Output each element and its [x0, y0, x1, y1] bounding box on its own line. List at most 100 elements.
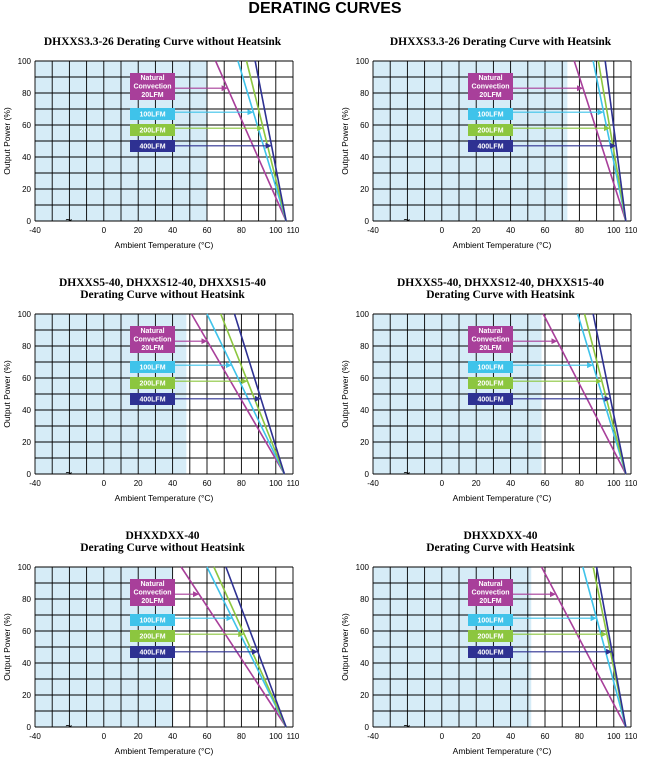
axis-break-mark: ~	[65, 719, 72, 733]
axis-break-mark: ~	[403, 466, 410, 480]
x-tick-label: 80	[237, 479, 246, 488]
chart-title: DHXXS5-40, DHXXS12-40, DHXXS15-40 Derati…	[338, 277, 650, 301]
x-tick-label: 0	[440, 226, 445, 235]
x-tick-label: 60	[541, 226, 550, 235]
axis-break-mark: ~	[403, 719, 410, 733]
legend-label: Natural	[140, 328, 164, 335]
legend-box	[468, 140, 513, 152]
series-line	[220, 313, 286, 475]
legend-label: 100LFM	[139, 618, 165, 625]
series-line	[237, 60, 287, 222]
y-tick-label: 0	[365, 217, 370, 226]
x-tick-label: 80	[575, 732, 584, 741]
y-tick-label: 20	[360, 691, 369, 700]
chart-dhxxs5-40-with-heatsink: DHXXS5-40, DHXXS12-40, DHXXS15-40 Derati…	[338, 272, 650, 522]
legend-box	[130, 326, 175, 353]
axis-break-mark: ~	[65, 213, 72, 227]
legend-label: 200LFM	[139, 634, 165, 641]
legend-label: Natural	[140, 75, 164, 82]
axis-break-mark: ~	[65, 466, 72, 480]
y-tick-label: 40	[360, 406, 369, 415]
x-tick-label: 20	[134, 226, 143, 235]
x-tick-label: 110	[287, 479, 300, 488]
x-tick-label: -40	[29, 479, 41, 488]
axis-break-mark: ~	[403, 213, 410, 227]
y-tick-label: 20	[360, 438, 369, 447]
legend-box	[468, 579, 513, 606]
chart-title-line: DHXXS3.3-26 Derating Curve with Heatsink	[389, 36, 612, 48]
x-tick-label: 110	[287, 732, 300, 741]
legend-label: 400LFM	[477, 650, 503, 657]
x-axis-label: Ambient Temperature (°C)	[453, 746, 552, 756]
series-line	[604, 60, 627, 222]
x-tick-label: -40	[367, 732, 379, 741]
legend-box	[468, 326, 513, 353]
series-line	[592, 313, 627, 475]
x-tick-label: 100	[269, 226, 283, 235]
legend-box	[130, 73, 175, 100]
x-tick-label: 0	[102, 226, 107, 235]
x-tick-label: 60	[203, 732, 212, 741]
y-tick-label: 40	[22, 659, 31, 668]
legend-label: 200LFM	[477, 128, 503, 135]
x-tick-label: 40	[168, 732, 177, 741]
y-tick-label: 80	[360, 342, 369, 351]
legend-label: 100LFM	[477, 618, 503, 625]
y-tick-label: 80	[22, 342, 31, 351]
x-tick-label: 0	[102, 732, 107, 741]
series-line	[206, 566, 287, 728]
x-tick-label: 100	[607, 226, 621, 235]
x-tick-label: 20	[472, 479, 481, 488]
x-tick-label: 80	[575, 226, 584, 235]
legend-box	[468, 108, 513, 120]
legend-label: Convection	[133, 337, 171, 344]
x-tick-label: -40	[29, 226, 41, 235]
chart-dhxxdxx-40-without-heatsink: DHXXDXX-40 Derating Curve without Heatsi…	[0, 527, 325, 777]
legend-box	[468, 377, 513, 389]
y-tick-label: 20	[22, 185, 31, 194]
legend-label: 20LFM	[141, 345, 163, 352]
legend-box	[468, 646, 513, 658]
x-tick-label: 80	[237, 226, 246, 235]
legend-box	[130, 630, 175, 642]
series-line	[254, 60, 287, 222]
legend-box	[468, 73, 513, 100]
x-tick-label: 80	[237, 732, 246, 741]
chart-title: DHXXDXX-40 Derating Curve without Heatsi…	[0, 530, 325, 554]
legend-label: Natural	[478, 581, 502, 588]
x-tick-label: 110	[625, 226, 638, 235]
chart-title-line: Derating Curve without Heatsink	[80, 542, 245, 554]
legend-box	[468, 393, 513, 405]
series-line	[597, 60, 627, 222]
x-tick-label: 40	[506, 732, 515, 741]
y-tick-label: 80	[360, 595, 369, 604]
x-tick-label: -40	[367, 226, 379, 235]
legend-label: 400LFM	[139, 650, 165, 657]
y-tick-label: 40	[360, 659, 369, 668]
x-tick-label: 20	[134, 732, 143, 741]
y-axis-label: Output Power (%)	[2, 360, 12, 428]
legend-label: 400LFM	[477, 144, 503, 151]
legend-label: Natural	[478, 328, 502, 335]
legend-label: Natural	[140, 581, 164, 588]
legend-label: 200LFM	[139, 381, 165, 388]
x-axis-label: Ambient Temperature (°C)	[115, 746, 214, 756]
x-tick-label: 60	[541, 479, 550, 488]
chart-title-line: DHXXDXX-40	[463, 530, 538, 542]
series-line	[592, 60, 627, 222]
x-tick-label: 110	[625, 479, 638, 488]
x-tick-label: 100	[269, 732, 283, 741]
legend-label: 100LFM	[139, 112, 165, 119]
y-axis-label: Output Power (%)	[2, 107, 12, 175]
x-tick-label: 110	[287, 226, 300, 235]
legend-label: 20LFM	[479, 92, 501, 99]
y-tick-label: 100	[18, 57, 32, 66]
y-tick-label: 20	[360, 185, 369, 194]
chart-title-line: Derating Curve without Heatsink	[80, 289, 245, 301]
x-tick-label: 60	[203, 479, 212, 488]
x-tick-label: 0	[440, 479, 445, 488]
